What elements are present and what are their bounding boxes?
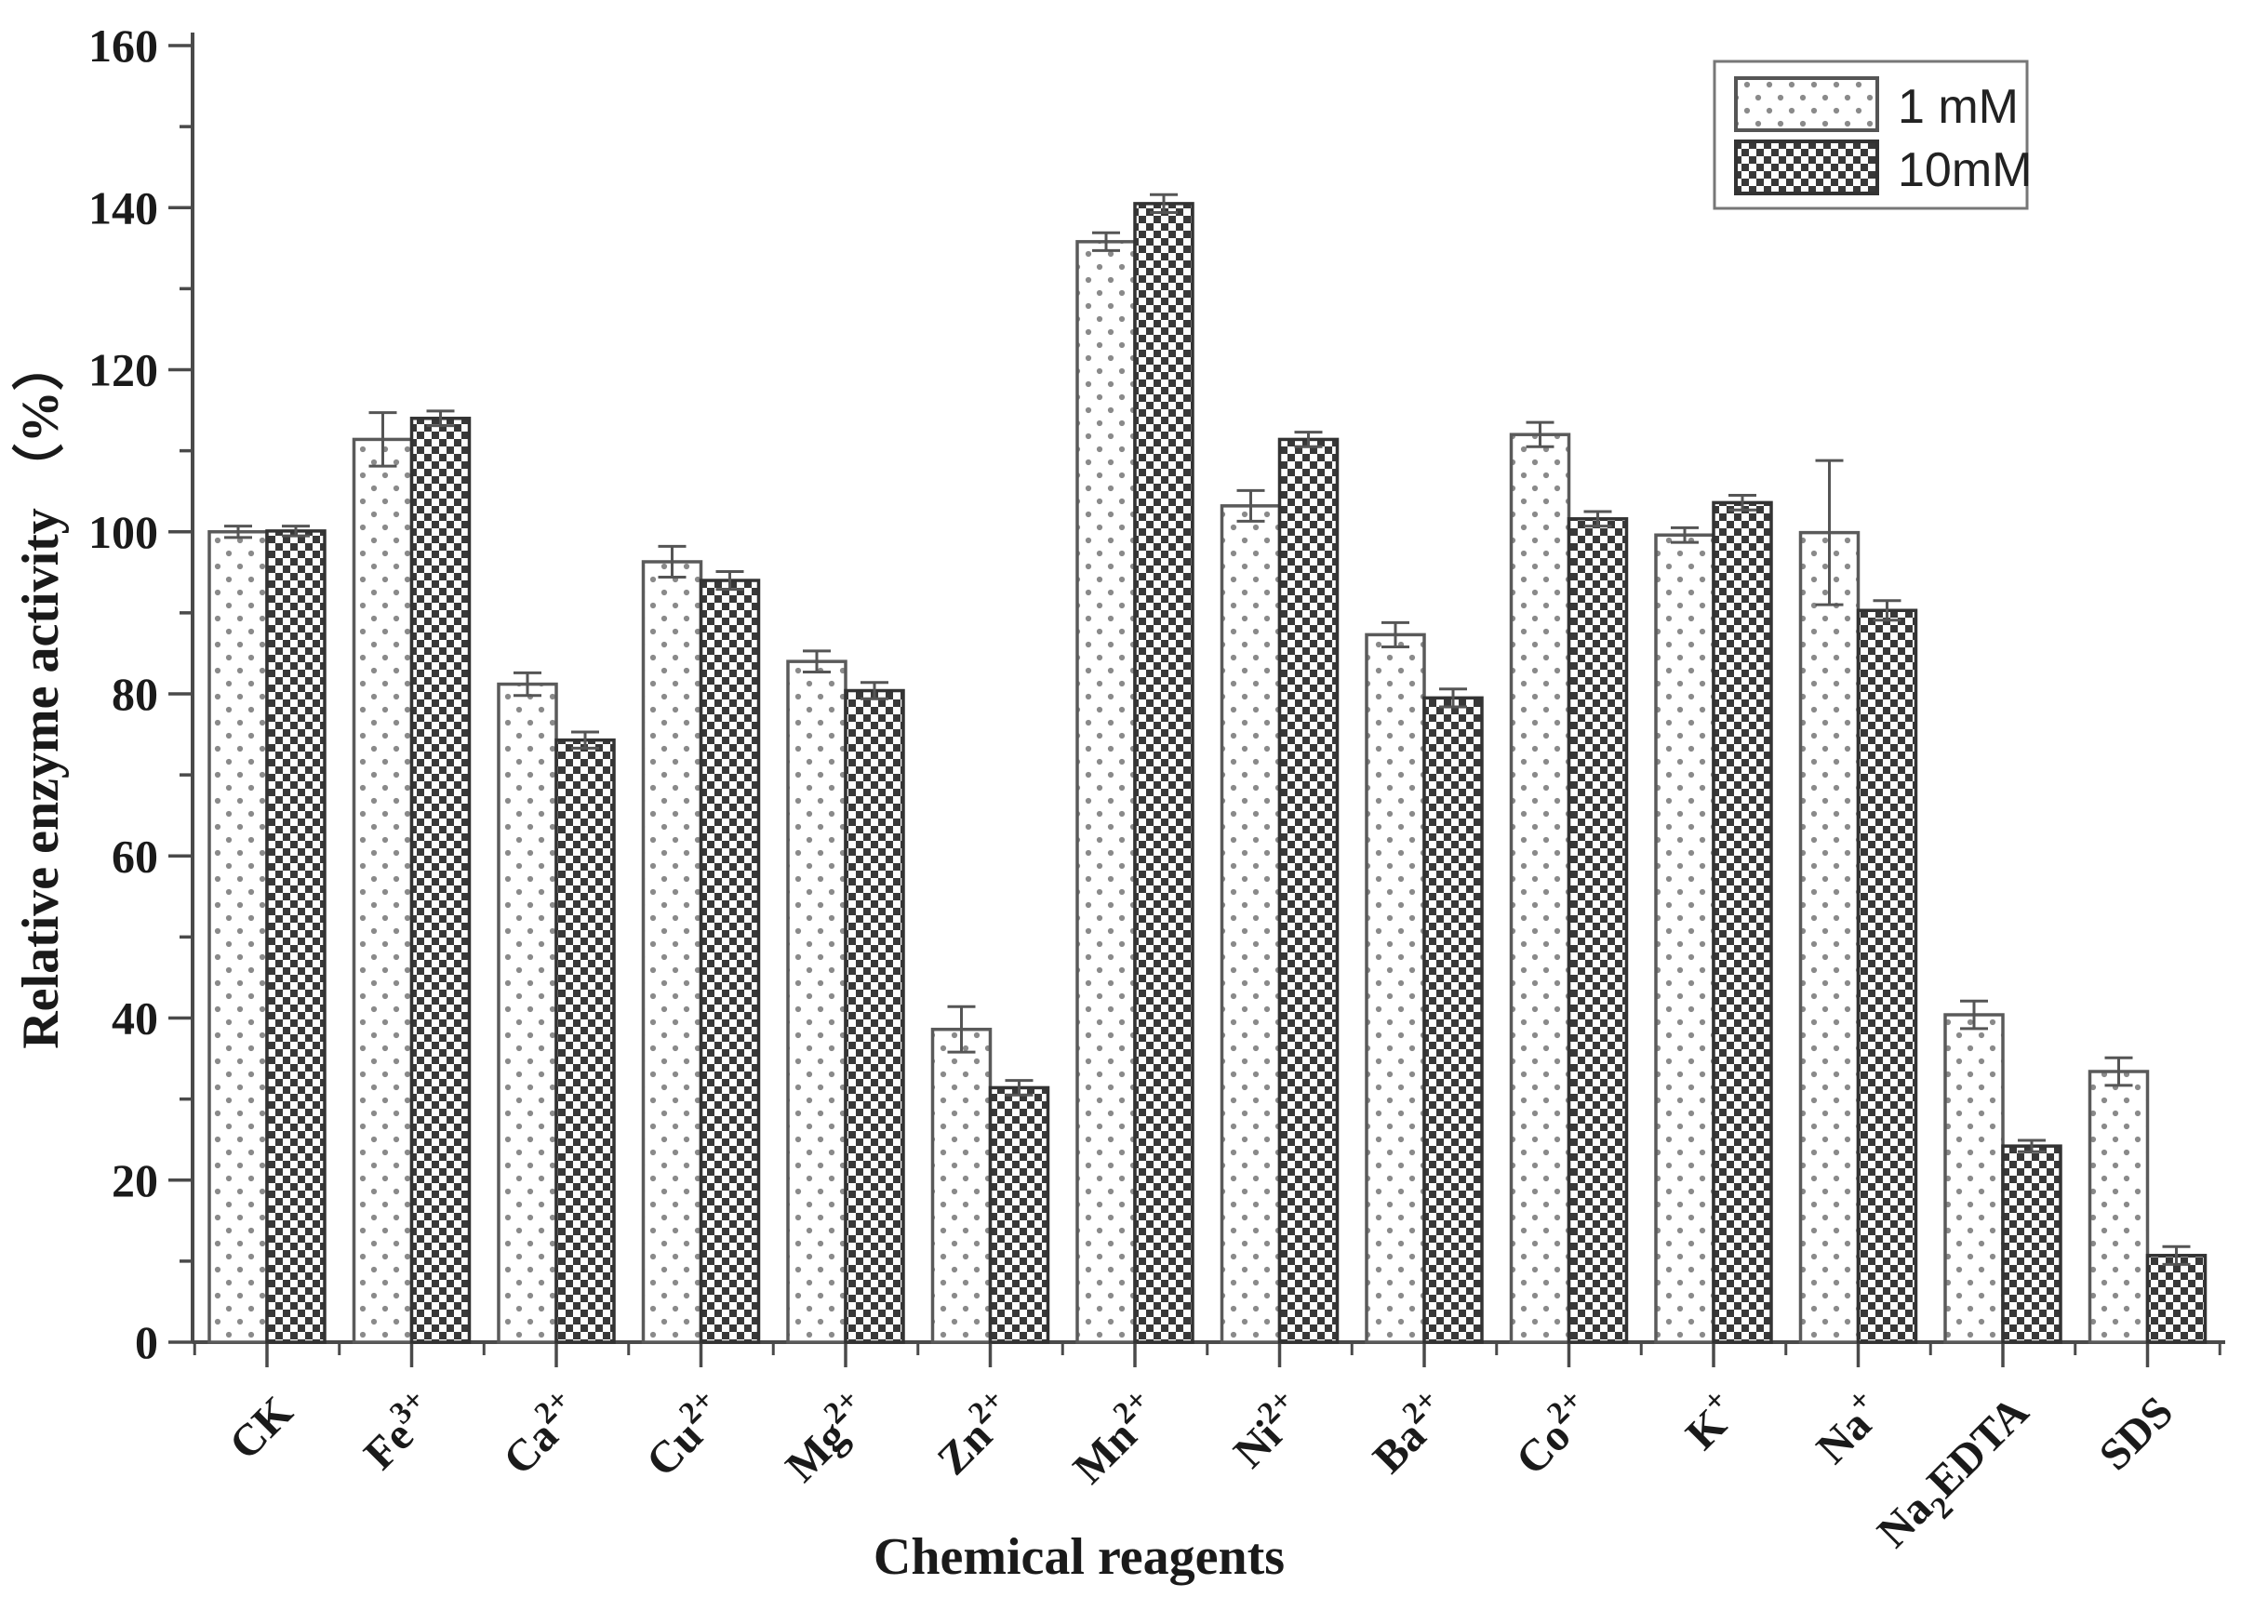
x-tick-label: SDS [2090,1387,2183,1480]
error-bar [2018,1138,2046,1153]
error-bar [224,525,252,539]
x-tick-label: Co2+ [1502,1382,1605,1484]
error-bar [1960,999,1988,1031]
y-tick-label: 160 [88,20,158,72]
x-tick-label: Fe3+ [350,1382,447,1479]
error-bar [571,730,599,750]
x-tick-label: CK [220,1387,301,1469]
bar-Ni2+-10mM [1277,437,1340,1344]
error-bar [514,671,541,698]
y-axis: 0 20 40 60 80 100 120 140 160 [88,20,194,1368]
bar-Zn2+-10mM [988,1085,1050,1344]
error-bar [1815,459,1844,606]
error-bar [1381,620,1409,648]
bar-CK-10mM [265,529,327,1344]
bar-Cu2+-10mM [699,579,761,1344]
y-tick-label: 60 [112,830,158,882]
bar-Cu2+-1mM [641,560,703,1344]
y-tick-label: 20 [112,1154,158,1206]
bar-Ca2+-10mM [554,738,616,1344]
bar-Na+-1mM [1798,530,1861,1344]
bar-Mn2+-10mM [1133,202,1194,1344]
bar-Zn2+-1mM [930,1027,993,1344]
error-bar [861,681,888,700]
x-tick-label: Zn2+ [924,1382,1026,1484]
legend-swatch-10mm [1734,140,1879,195]
bar-Mg2+-1mM [786,659,847,1344]
bar-Ni2+-1mM [1220,504,1282,1344]
bar-CK-1mM [207,530,269,1344]
x-tick-label: Ca2+ [489,1382,592,1484]
error-bar [282,525,310,538]
error-bar [1873,599,1901,622]
x-axis-title: Chemical reagents [874,1528,1285,1586]
legend: 1 mM 10mM [1713,60,2032,210]
x-tick-label: Na2EDTA [1868,1387,2046,1564]
x-tick-label: Ni2+ [1220,1382,1314,1477]
x-tick-label: Ba2+ [1359,1382,1460,1483]
bar-Ba2+-10mM [1422,696,1484,1344]
error-bar [658,544,687,579]
error-bar [1728,494,1756,512]
bars-group [207,193,2208,1344]
error-bar [1294,431,1323,448]
x-tick-label: K+ [1672,1382,1749,1459]
error-bar [1526,420,1554,448]
bar-SDS-1mM [2088,1070,2150,1344]
y-tick-label: 80 [112,668,158,720]
y-tick-label: 100 [88,506,158,558]
bar-K+-1mM [1654,533,1715,1344]
bar-SDS-10mM [2145,1254,2208,1344]
error-bar [1092,231,1120,252]
error-bar [2162,1245,2191,1266]
x-tick-label: Na+ [1803,1382,1894,1473]
bar-Ca2+-1mM [497,682,558,1344]
error-bar [947,1005,976,1054]
error-bar [2104,1056,2133,1087]
x-tick-label: Mn2+ [1060,1382,1170,1493]
bar-Fe3+-1mM [352,437,414,1344]
bar-Mn2+-1mM [1075,240,1137,1344]
bar-K+-10mM [1712,500,1773,1344]
bar-Ba2+-1mM [1365,632,1426,1344]
error-bar [426,409,455,428]
error-bar [1150,193,1178,214]
bar-Co2+-10mM [1567,517,1629,1344]
y-tick-label: 0 [135,1316,158,1368]
y-tick-label: 40 [112,992,158,1045]
legend-swatch-1mm [1734,76,1879,132]
error-bar [1439,687,1467,709]
error-bar [803,649,831,673]
bar-Na+-10mM [1856,608,1918,1344]
bar-Mg2+-10mM [844,688,905,1344]
error-bar [368,411,397,468]
error-bar [1005,1079,1034,1097]
x-tick-label: Cu2+ [633,1382,737,1486]
y-tick-label: 140 [88,181,158,233]
error-bar [715,569,744,592]
x-tick-label: Mg2+ [772,1382,881,1491]
error-bar [1583,510,1612,528]
y-tick-label: 120 [88,344,158,396]
error-bar [1236,488,1265,523]
bar-Na2EDTA-1mM [1943,1013,2005,1344]
error-bar [1671,526,1699,544]
y-axis-title: Relative enzyme activity （%） [11,339,70,1049]
bar-Fe3+-10mM [409,417,472,1344]
bar-Na2EDTA-10mM [2001,1144,2062,1344]
legend-label-10mm: 10mM [1898,143,2032,197]
legend-label-1mm: 1 mM [1898,80,2019,134]
bar-Co2+-1mM [1509,433,1571,1344]
